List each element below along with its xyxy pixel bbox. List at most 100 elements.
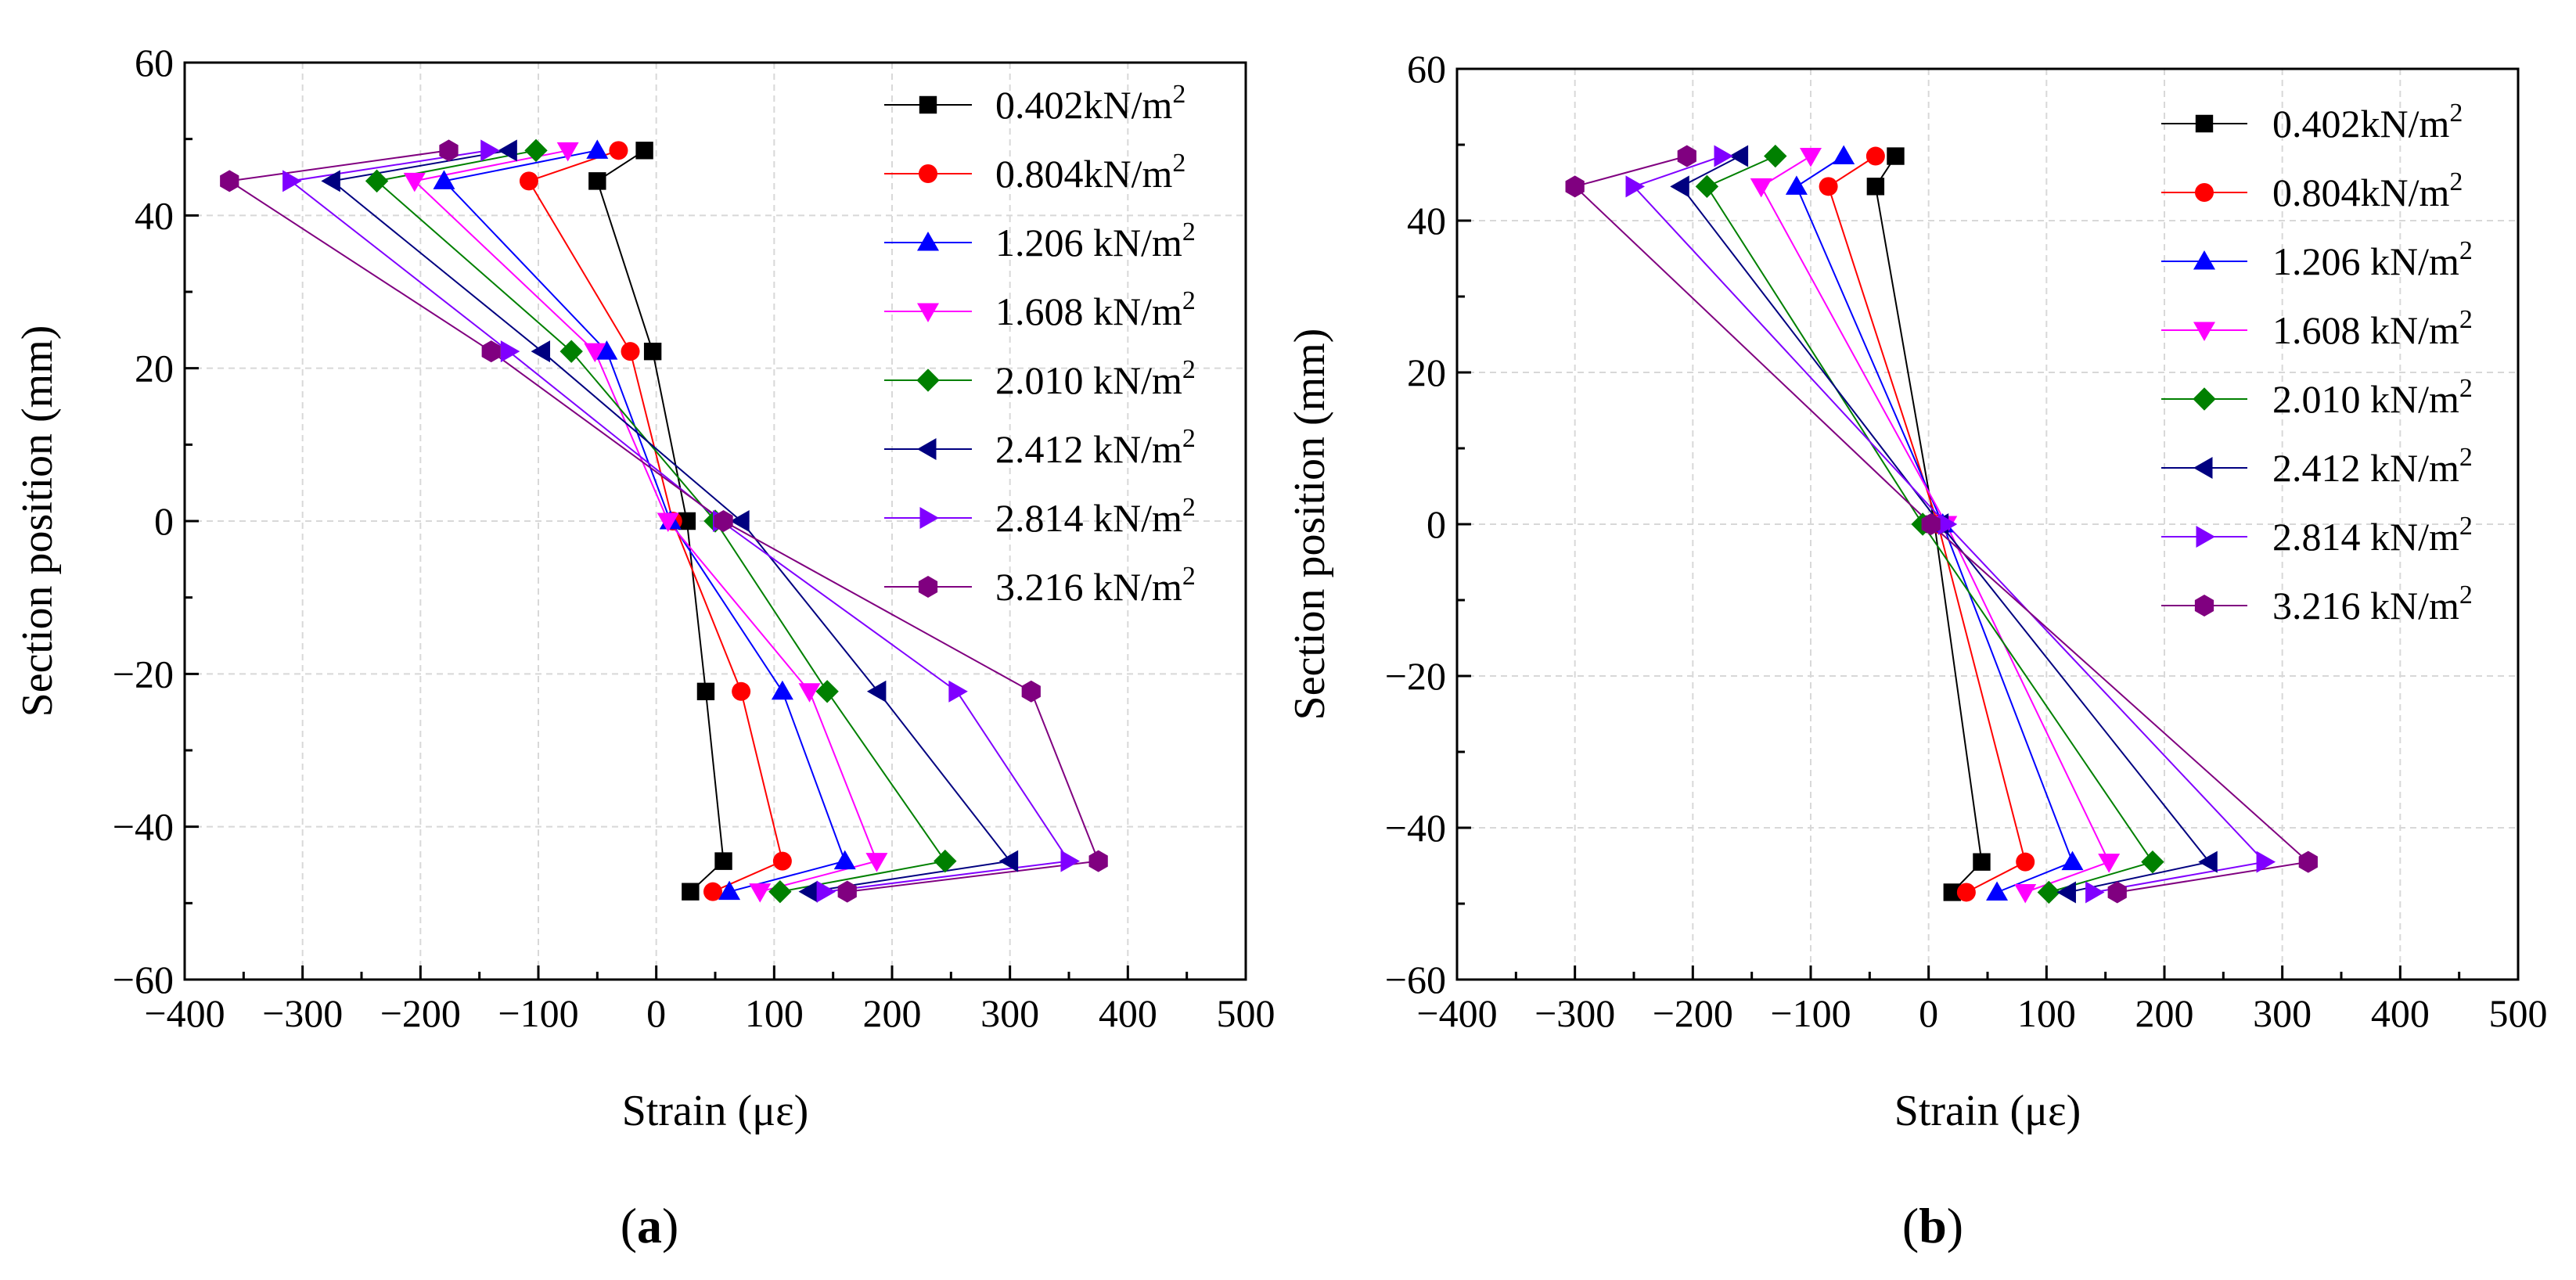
x-tick-label: 300 [2253, 991, 2312, 1035]
data-point-s7-p3 [500, 340, 520, 363]
legend-label-superscript: 2 [1182, 562, 1196, 591]
data-point-s7-p6 [1060, 850, 1080, 872]
data-point-s4-p3 [584, 343, 606, 363]
data-point-s6-p1 [1729, 145, 1749, 167]
data-point-s3-p1 [1833, 145, 1855, 165]
legend-item-8: 3.216 kN/m2 [884, 562, 1196, 609]
data-point-s5-p1 [524, 138, 548, 163]
data-point-s3-p5 [1986, 881, 2009, 901]
panel-label: (b) [1902, 1198, 1963, 1253]
data-point-s6-p4 [730, 510, 750, 532]
x-tick-label: −200 [1653, 991, 1733, 1035]
x-tick-label: −400 [144, 991, 225, 1035]
data-point-s8-p4 [714, 510, 733, 532]
data-point-s4-p1 [556, 142, 579, 162]
legend-marker [918, 576, 938, 598]
legend-label: 2.010 kN/m2 [995, 355, 1196, 402]
data-point-s5-p5 [815, 680, 839, 703]
legend-label: 2.814 kN/m2 [995, 493, 1196, 540]
data-point-s4-p1 [1800, 148, 1822, 167]
legend-label-superscript: 2 [1182, 424, 1196, 453]
data-point-s3-p1 [586, 139, 609, 159]
legend-item-6: 2.412 kN/m2 [2161, 443, 2473, 490]
y-tick-label: −20 [113, 652, 174, 696]
x-tick-label: 100 [2017, 991, 2076, 1035]
data-point-s8-p7 [837, 880, 857, 903]
data-point-s3-p3 [595, 340, 618, 360]
data-point-s4-p4 [2098, 854, 2121, 873]
data-point-s8-p2 [1565, 175, 1585, 198]
data-point-s4-p5 [798, 683, 821, 703]
data-point-s7-p3 [1937, 513, 1958, 535]
data-point-s5-p2 [365, 169, 389, 193]
legend-label-superscript: 2 [1172, 80, 1185, 109]
data-point-s2-p6 [772, 851, 792, 871]
legend-label: 0.402kN/m2 [2272, 99, 2463, 146]
legend-label: 3.216 kN/m2 [995, 562, 1196, 609]
panel-letter: a [637, 1198, 662, 1253]
axis-ticks [183, 61, 1247, 981]
data-point-s6-p7 [798, 880, 818, 903]
legend-label: 1.608 kN/m2 [2272, 305, 2473, 352]
data-point-s6-p2 [1670, 175, 1689, 198]
data-point-s2-p5 [732, 681, 751, 701]
legend-label-superscript: 2 [2449, 99, 2463, 128]
legend-marker [2193, 387, 2216, 411]
data-point-s2-p3 [621, 342, 640, 361]
legend-item-5: 2.010 kN/m2 [884, 355, 1196, 402]
x-tick-label: 200 [2135, 991, 2194, 1035]
x-axis-label: Strain (με) [1894, 1087, 2081, 1135]
data-point-s1-p2 [1866, 178, 1885, 196]
legend-marker [2194, 595, 2214, 617]
y-tick-label: −60 [1385, 958, 1446, 1001]
legend-label-superscript: 2 [2459, 305, 2473, 334]
legend-label-superscript: 2 [1182, 218, 1196, 246]
legend-label-superscript: 2 [1172, 149, 1185, 178]
legend-label-superscript: 2 [2459, 512, 2473, 541]
chart-panel-a: −400 −300 −200 −100 0 100 200 300 400 500−60−40−2… [13, 41, 1275, 1253]
y-tick-label: −20 [1385, 654, 1446, 698]
data-point-s1-p1 [1887, 147, 1905, 165]
x-tick-label: −200 [380, 991, 461, 1035]
x-tick-label: 500 [1217, 991, 1275, 1035]
grid-lines [1457, 69, 2518, 980]
data-point-s4-p4 [657, 512, 679, 532]
x-tick-label: 400 [2371, 991, 2430, 1035]
legend-label-superscript: 2 [2459, 374, 2473, 403]
series-markers [1565, 144, 2318, 904]
data-point-s8-p6 [1088, 850, 1108, 872]
legend-label-superscript: 2 [2459, 581, 2473, 609]
legend-label: 1.608 kN/m2 [995, 286, 1196, 333]
y-tick-label: 0 [1427, 502, 1446, 546]
legend-marker [917, 438, 937, 460]
x-tick-label: 500 [2489, 991, 2548, 1035]
data-point-s7-p5 [2085, 881, 2105, 904]
legend-item-1: 0.402kN/m2 [2161, 99, 2463, 146]
data-point-s2-p1 [1865, 146, 1885, 166]
legend-label: 1.206 kN/m2 [2272, 236, 2473, 283]
data-point-s7-p2 [1625, 175, 1645, 198]
data-point-s5-p7 [768, 879, 792, 904]
legend-label: 2.010 kN/m2 [2272, 374, 2473, 421]
legend-label: 0.804kN/m2 [995, 149, 1185, 196]
data-point-s8-p2 [220, 170, 239, 192]
x-tick-label: −300 [262, 991, 343, 1035]
data-point-s4-p6 [865, 853, 888, 872]
data-point-s7-p7 [816, 880, 836, 903]
data-point-s3-p2 [1785, 175, 1808, 195]
legend-item-6: 2.412 kN/m2 [884, 424, 1196, 471]
y-tick-label: 20 [135, 347, 174, 390]
x-tick-label: −100 [498, 991, 578, 1035]
y-tick-label: −60 [113, 958, 174, 1001]
data-point-s2-p2 [1819, 177, 1838, 196]
legend-item-4: 1.608 kN/m2 [2161, 305, 2473, 352]
data-point-s1-p4 [1973, 853, 1991, 871]
legend: 0.402kN/m2 0.804kN/m2 1.206 kN/m2 1.608 kN/… [884, 80, 1196, 609]
legend-label: 2.814 kN/m2 [2272, 512, 2473, 559]
data-point-s4-p2 [403, 172, 426, 192]
legend-item-3: 1.206 kN/m2 [2161, 236, 2473, 283]
legend-marker [919, 95, 937, 114]
data-point-s6-p1 [498, 139, 517, 162]
legend-marker [917, 303, 939, 322]
